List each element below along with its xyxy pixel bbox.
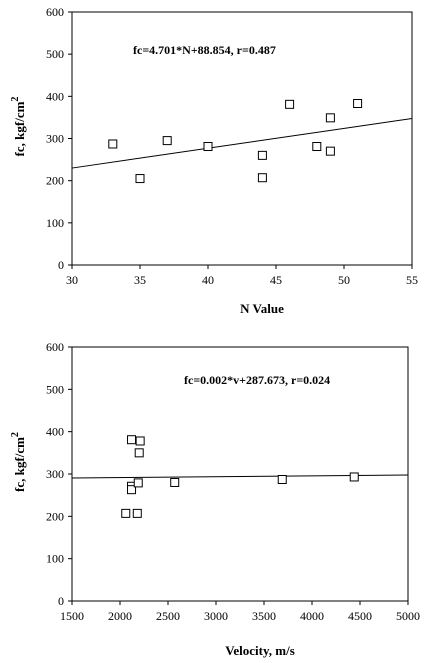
chart-panel-1: 0 100 200 300 400 500 600 30 35 40 45 50 55 N Value fc… bbox=[10, 5, 418, 316]
y-axis-title: fc, kgf/cm2 bbox=[10, 97, 27, 157]
y-tick-label: 400 bbox=[46, 425, 64, 439]
y-tick-label: 0 bbox=[58, 258, 64, 272]
y-tick-label: 400 bbox=[46, 89, 64, 103]
y-tick-label: 200 bbox=[46, 509, 64, 523]
data-point bbox=[162, 136, 172, 146]
x-tick-label: 5000 bbox=[396, 609, 420, 623]
x-axis-title: Velocity, m/s bbox=[225, 643, 295, 658]
y-axis-title: fc, kgf/cm2 bbox=[10, 432, 27, 492]
data-point bbox=[257, 150, 267, 160]
x-tick-label: 30 bbox=[66, 273, 78, 287]
data-point bbox=[203, 142, 213, 152]
data-point bbox=[325, 113, 335, 123]
chart-panel-2: 0 100 200 300 400 500 600 1500 2000 2500 3000 3500 4… bbox=[10, 340, 420, 658]
data-point bbox=[132, 508, 142, 518]
y-tick-label: 0 bbox=[58, 594, 64, 608]
data-point bbox=[127, 485, 137, 495]
y-tick-label: 100 bbox=[46, 552, 64, 566]
x-tick-label: 55 bbox=[406, 273, 418, 287]
data-point bbox=[170, 477, 180, 487]
y-tick-label: 600 bbox=[46, 340, 64, 354]
x-tick-label: 50 bbox=[338, 273, 350, 287]
x-tick-label: 4500 bbox=[348, 609, 372, 623]
x-axis-title: N Value bbox=[240, 301, 284, 316]
y-tick-label: 600 bbox=[46, 5, 64, 19]
x-tick-label: 2000 bbox=[108, 609, 132, 623]
x-tick-label: 3000 bbox=[204, 609, 228, 623]
y-axis-title-superscript: 2 bbox=[10, 97, 21, 102]
data-point bbox=[134, 448, 144, 458]
data-point bbox=[285, 99, 295, 109]
x-tick-label: 1500 bbox=[60, 609, 84, 623]
x-tick-label: 40 bbox=[202, 273, 214, 287]
data-point bbox=[277, 475, 287, 485]
data-point bbox=[108, 139, 118, 149]
data-point bbox=[133, 478, 143, 488]
x-tick-label: 35 bbox=[134, 273, 146, 287]
x-tick-label: 3500 bbox=[252, 609, 276, 623]
data-point bbox=[325, 146, 335, 156]
y-axis-title-text: fc, kgf/cm bbox=[12, 101, 27, 156]
data-point bbox=[135, 174, 145, 184]
y-axis-title-superscript: 2 bbox=[10, 432, 21, 437]
regression-annotation: fc=4.701*N+88.854, r=0.487 bbox=[133, 43, 276, 57]
data-point bbox=[349, 472, 359, 482]
data-point bbox=[135, 436, 145, 446]
x-tick-label: 4000 bbox=[300, 609, 324, 623]
y-tick-label: 200 bbox=[46, 174, 64, 188]
data-point bbox=[127, 435, 137, 445]
x-tick-label: 45 bbox=[270, 273, 282, 287]
y-tick-label: 500 bbox=[46, 47, 64, 61]
x-tick-label: 2500 bbox=[156, 609, 180, 623]
data-point bbox=[257, 173, 267, 183]
regression-line bbox=[71, 118, 413, 169]
y-tick-label: 300 bbox=[46, 467, 64, 481]
data-point bbox=[312, 142, 322, 152]
y-tick-label: 100 bbox=[46, 216, 64, 230]
regression-annotation: fc=0.002*v+287.673, r=0.024 bbox=[184, 373, 330, 387]
y-axis-title-text: fc, kgf/cm bbox=[12, 437, 27, 492]
y-tick-label: 500 bbox=[46, 382, 64, 396]
data-point bbox=[121, 508, 131, 518]
data-point bbox=[353, 99, 363, 109]
y-tick-label: 300 bbox=[46, 132, 64, 146]
